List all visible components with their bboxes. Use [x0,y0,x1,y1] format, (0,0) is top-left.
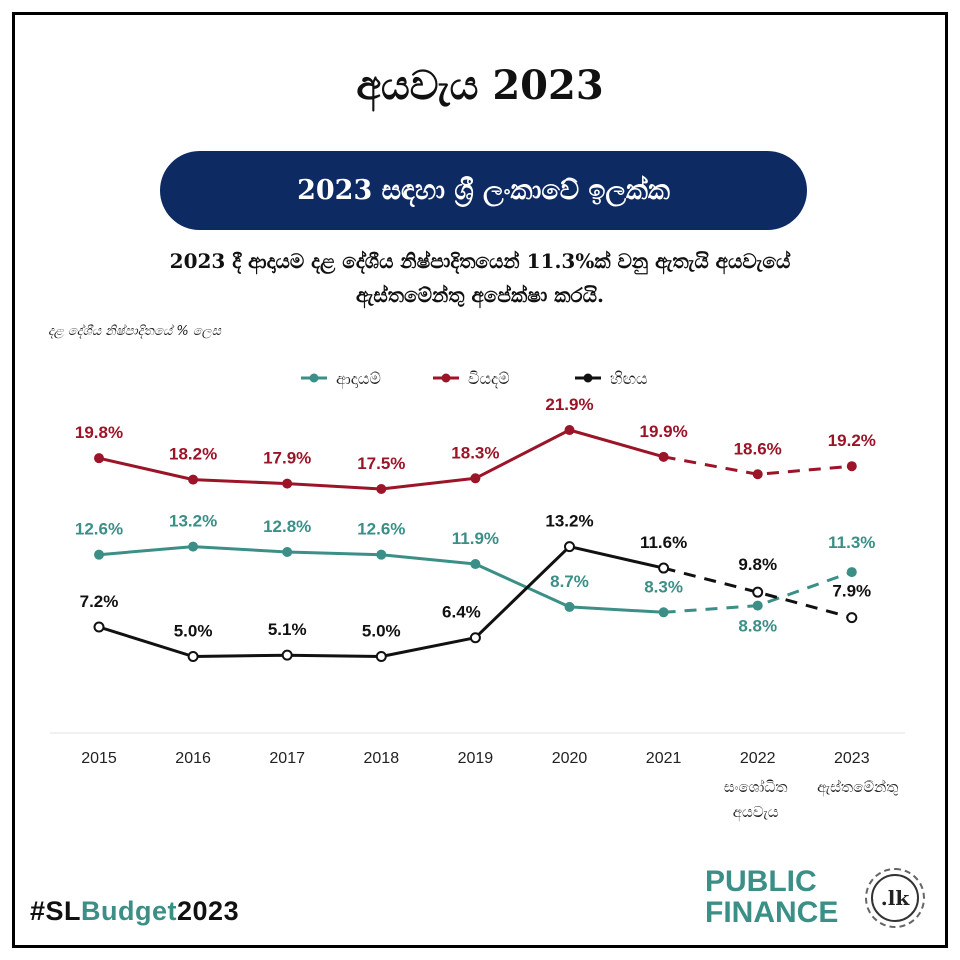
data-label: 6.4% [442,603,481,622]
data-label: 8.3% [644,577,683,596]
data-label: 17.9% [263,449,311,468]
series-line-projected [663,566,853,620]
data-point [282,546,293,557]
data-label: 12.8% [263,517,311,536]
legend-marker [441,373,451,383]
page-title: අයවැය 2023 [356,62,604,109]
data-point [376,484,387,494]
subtitle: 2023 දී ආදායම දළ දේශීය නිෂ්පාදිතයෙන් 11.… [80,244,880,312]
data-point [282,478,293,489]
x-tick-label: 2023 [834,750,870,767]
legend-marker [583,373,593,383]
data-point [469,632,481,644]
data-label: 18.2% [169,445,217,464]
data-point [94,453,104,464]
data-point [564,541,575,553]
data-label: 19.2% [828,431,876,450]
x-tick-label: 2020 [552,750,588,767]
data-point [658,607,669,618]
x-tick-label: 2017 [269,750,305,767]
x-tick-label: 2016 [175,750,211,767]
x-tick-label: 2022 [740,750,776,767]
data-point [846,461,857,472]
x-tick-label: 2021 [646,750,682,767]
data-label: 8.8% [738,617,777,636]
data-label: 21.9% [545,395,593,414]
legend-label: වියදම් [468,369,510,388]
data-label: 7.9% [832,582,871,601]
unit-label: දළ දේශීය නිෂ්පාදිතයේ % ලෙස [48,324,221,339]
data-point [752,586,764,598]
data-point [187,651,199,662]
logo-line-1: PUBLIC [705,865,817,898]
logo-seal-icon: .lk [865,868,925,928]
publicfinance-logo: PUBLIC FINANCE .lk [705,866,935,936]
poster-frame [12,12,948,948]
hashtag-suffix: 2023 [177,896,240,926]
data-label: 11.6% [640,533,687,552]
data-label: 12.6% [357,520,405,539]
data-point [752,600,763,611]
x-tick-label: 2015 [81,750,117,767]
data-label: 18.3% [451,443,499,462]
x-tick-label: 2019 [458,750,494,767]
data-point [470,559,481,570]
x-tick-note: අයවැය [733,803,779,822]
data-point [188,474,199,485]
banner-text: 2023 සඳහා ශ්‍රී ලංකාවේ ඉලක්ක [297,174,670,206]
subtitle-line-1: 2023 දී ආදායම දළ දේශීය නිෂ්පාදිතයෙන් 11.… [169,249,791,273]
data-point [375,651,387,662]
data-label: 5.1% [268,620,307,639]
data-label: 11.3% [828,533,875,552]
data-point [846,567,857,578]
data-label: 17.5% [357,454,405,473]
x-tick-note: ඇස්තමේන්තු [817,778,898,797]
data-label: 7.2% [80,592,119,611]
legend-label: හිඟය [610,369,648,388]
data-point [564,425,575,436]
data-label: 8.7% [550,572,589,591]
data-label: 5.0% [362,622,401,641]
banner: 2023 සඳහා ශ්‍රී ලංකාවේ ඉලක්ක [160,151,807,230]
data-point [658,562,670,574]
data-label: 11.9% [452,529,499,548]
data-point [470,473,481,484]
data-point [93,621,105,633]
logo-text: PUBLIC FINANCE [705,866,865,928]
data-point [658,451,669,462]
x-tick-label: 2018 [364,750,400,767]
data-label: 18.6% [734,439,782,458]
data-point [94,549,104,560]
hashtag-accent: Budget [81,896,178,926]
subtitle-line-2: ඇස්තමේන්තු අපේක්ෂා කරයි. [356,283,604,307]
data-point [564,601,575,612]
data-point [752,469,763,480]
data-label: 19.9% [639,422,687,441]
logo-line-2: FINANCE [705,896,839,929]
data-point [376,549,387,560]
data-label: 12.6% [75,520,123,539]
data-label: 19.8% [75,423,123,442]
hashtag: #SLBudget2023 [30,896,239,927]
hashtag-prefix: #SL [30,896,82,926]
x-tick-note: සංශෝධිත [724,778,788,796]
data-label: 5.0% [174,622,213,641]
legend-marker [309,373,319,383]
data-label: 13.2% [545,512,593,531]
data-point [281,649,293,661]
data-label: 13.2% [169,512,217,531]
data-point [188,541,199,552]
legend-label: ආදායම් [336,369,381,389]
data-label: 9.8% [738,555,777,574]
data-point [846,612,858,624]
logo-seal-text: .lk [871,874,919,922]
